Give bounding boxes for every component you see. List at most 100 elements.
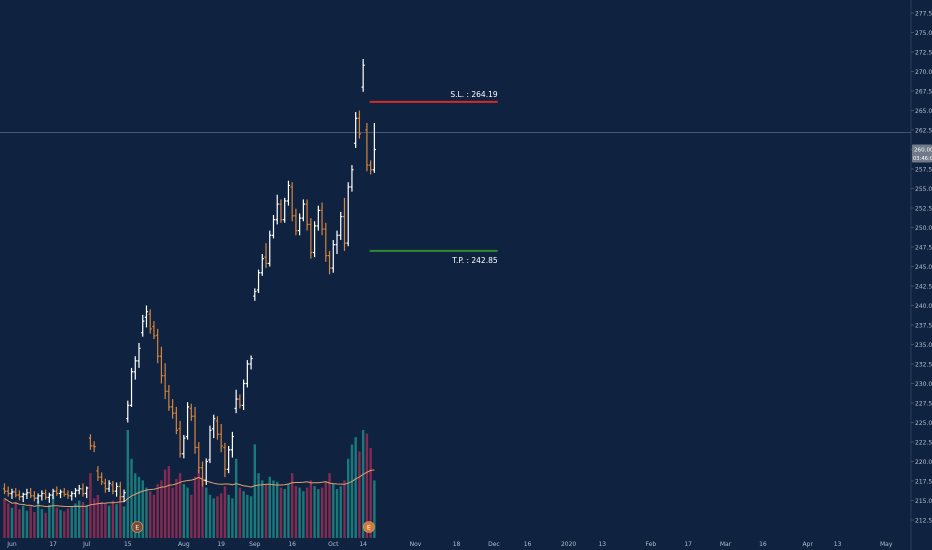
ohlc-bar (369, 160, 373, 175)
volume-bar (294, 486, 298, 538)
level-label-tp: T.P. : 242.85 (451, 256, 498, 265)
time-tick-label: Sep (249, 541, 261, 548)
price-tick-label: 225.00 (915, 420, 932, 427)
price-axis[interactable]: 212.50 215.00 217.50 220.00 222.50 225.00 227.… (911, 11, 932, 525)
volume-bar (111, 500, 115, 538)
time-tick-label: 15 (124, 541, 132, 548)
volume-bar (350, 444, 354, 538)
volume-bar (126, 430, 129, 538)
volume-bar (3, 498, 6, 538)
volume-bar (234, 458, 238, 538)
ohlc-bar (122, 489, 126, 503)
volume-bar (33, 512, 36, 538)
ohlc-bar (156, 328, 160, 364)
volume-bar (163, 469, 167, 538)
volume-bar (272, 480, 275, 538)
volume-bar (85, 504, 88, 538)
ohlc-bar (100, 472, 104, 485)
ohlc-bar (137, 342, 141, 368)
volume-bar (365, 433, 369, 538)
earnings-badge-label: E (135, 524, 139, 532)
ohlc-bar (208, 425, 212, 464)
ohlc-bar (88, 434, 93, 450)
volume-bar (48, 504, 51, 538)
ohlc-bar (283, 197, 287, 223)
ohlc-bar (286, 180, 291, 206)
price-tick-label: 220.00 (915, 459, 932, 466)
volume-bar (81, 502, 85, 538)
time-tick-label: Nov (410, 541, 422, 548)
ohlc-bar (185, 402, 190, 440)
ohlc-bar (178, 420, 182, 458)
volume-bar (369, 448, 372, 538)
volume-bar (205, 487, 208, 538)
volume-bar (212, 498, 215, 538)
ohlc-bar (339, 211, 343, 240)
ohlc-bar (47, 492, 51, 503)
ohlc-bar (141, 314, 145, 337)
ohlc-bar (238, 394, 242, 409)
ohlc-bar (133, 356, 137, 380)
price-tick-label: 237.50 (915, 323, 932, 330)
price-tick-label: 255.00 (915, 186, 932, 193)
volume-bar (14, 502, 17, 538)
volume-bar (51, 496, 55, 538)
earnings-badge-circle (363, 521, 375, 533)
volume-bar (328, 473, 331, 538)
ohlc-bars (2, 59, 376, 504)
ohlc-bar (14, 488, 18, 498)
volume-bar (246, 494, 249, 538)
ohlc-bar (148, 309, 152, 334)
ohlc-bar (271, 215, 276, 239)
ohlc-bar (144, 305, 149, 328)
price-tick-label: 275.00 (915, 30, 932, 37)
ohlc-bar (301, 199, 305, 222)
volume-bar (36, 500, 40, 538)
time-tick-label: 16 (288, 541, 296, 548)
ohlc-bar (242, 379, 246, 411)
ohlc-bar (167, 385, 171, 411)
ohlc-bar (200, 461, 205, 487)
ohlc-bar (189, 403, 193, 421)
time-tick-label: Feb (646, 541, 657, 548)
ohlc-bar (324, 222, 328, 262)
volume-layer (3, 430, 376, 538)
ohlc-bar (320, 202, 324, 236)
earnings-badge[interactable]: E (363, 521, 375, 533)
ohlc-bar (245, 360, 249, 388)
ohlc-bar (159, 346, 164, 384)
ohlc-bar (40, 490, 44, 501)
ohlc-bar (354, 112, 358, 148)
volume-bar (18, 509, 21, 538)
ohlc-bar (204, 458, 208, 485)
volume-bar (137, 476, 141, 538)
ohlc-bar (294, 208, 298, 236)
volume-bar (21, 505, 25, 538)
ohlc-bar (316, 205, 320, 231)
volume-bar (156, 484, 159, 538)
volume-bar (149, 491, 152, 538)
volume-bar (298, 487, 301, 538)
volume-bar (343, 480, 346, 538)
earnings-badge-label: E (367, 524, 371, 532)
last-price-value: 260.00 (914, 148, 932, 154)
volume-bar (332, 484, 335, 538)
time-axis[interactable]: Jun 17 Jul 15 Aug 19 Sep 16 Oct 14 Nov 18 Dec 16 2020 1… (6, 541, 893, 548)
ohlc-bar (103, 478, 107, 493)
earnings-badge[interactable]: E (131, 521, 144, 533)
volume-bar (100, 502, 103, 538)
price-tick-label: 232.50 (915, 362, 932, 369)
ohlc-bar (10, 488, 14, 499)
ohlc-bar (193, 406, 197, 454)
price-tick-label: 257.50 (915, 167, 932, 174)
ohlc-bar (212, 414, 216, 439)
volume-bar (10, 507, 14, 538)
volume-bar (320, 487, 324, 538)
price-tick-label: 262.50 (915, 128, 932, 135)
ohlc-bar (335, 230, 339, 255)
volume-bar (59, 509, 62, 538)
ohlc-bar (96, 466, 100, 481)
ohlc-bar (268, 230, 272, 267)
price-tick-label: 235.00 (915, 342, 932, 349)
